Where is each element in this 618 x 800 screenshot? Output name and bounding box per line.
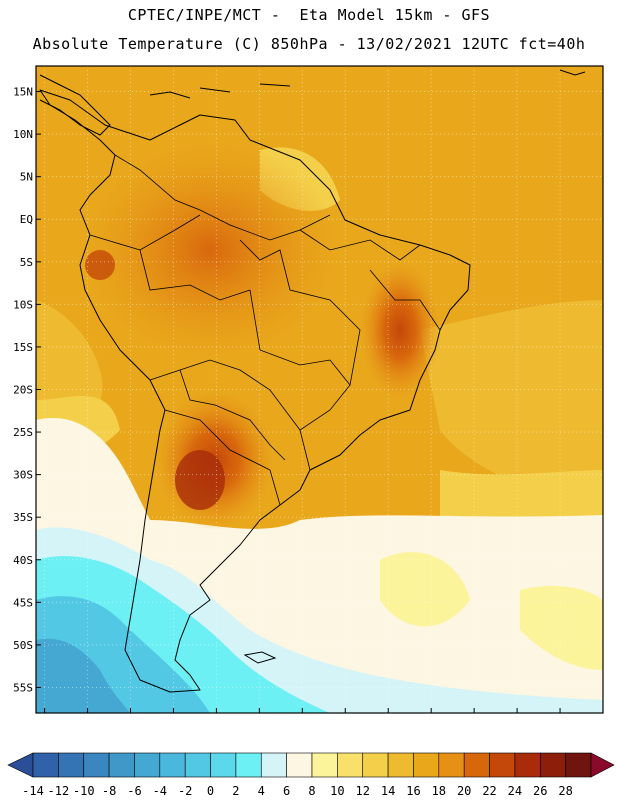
temp-band-minus2 <box>36 638 130 713</box>
colorbar-swatch <box>159 752 186 778</box>
colorbar-swatch <box>58 752 85 778</box>
colorbar-swatch <box>108 752 135 778</box>
central-america <box>39 74 111 136</box>
colorbar-swatch <box>362 752 389 778</box>
map-title: CPTEC/INPE/MCT - Eta Model 15km - GFS <box>127 6 491 24</box>
latitude-labels: 15N 10N 5N EQ 5S 10S 15S 20S 25S 30S 35S 40S 45S 50S 5… <box>13 86 41 694</box>
lat-label: 5S <box>20 256 33 269</box>
colorbar-swatch <box>260 752 287 778</box>
country-borders <box>89 154 441 506</box>
lon-label: 85W <box>35 717 55 718</box>
colorbar-swatch <box>134 752 161 778</box>
lon-label: 20W <box>593 717 613 718</box>
heat-core-peru <box>85 250 115 280</box>
colorbar-swatch <box>32 752 59 778</box>
colorbar-label: -14 <box>22 784 44 798</box>
lat-label: 5N <box>20 171 33 184</box>
colorbar-label: 4 <box>258 784 265 798</box>
lon-label: 50W <box>335 717 355 718</box>
colorbar-label: 20 <box>457 784 471 798</box>
colorbar-label: 22 <box>482 784 496 798</box>
color-scale: -14 -12 -10 -8 -6 -4 -2 0 2 4 6 8 10 12 14 16 18 20 22 24 26… <box>7 752 615 798</box>
lat-label: 10S <box>13 298 33 311</box>
lon-label: 65W <box>206 717 226 718</box>
colorbar-label: 14 <box>381 784 395 798</box>
lon-label: 30W <box>507 717 527 718</box>
lon-label: 60W <box>249 717 269 718</box>
colorbar-label: 6 <box>283 784 290 798</box>
lon-label: 45W <box>378 717 398 718</box>
colorbar-swatch <box>184 752 211 778</box>
lat-label: 30S <box>13 469 33 482</box>
lat-label: 10N <box>13 128 33 141</box>
lat-lon-grid <box>36 66 603 713</box>
heat-core-chaco-inner <box>175 450 225 510</box>
colorbar-extend-low <box>7 752 34 778</box>
colorbar-swatch <box>387 752 414 778</box>
lat-label: EQ <box>20 213 33 226</box>
temp-band-10 <box>520 585 603 670</box>
lat-label: 35S <box>13 511 33 524</box>
lat-label: 25S <box>13 426 33 439</box>
lat-label: 15S <box>13 341 33 354</box>
colorbar-label: 12 <box>356 784 370 798</box>
colorbar-label: 8 <box>308 784 315 798</box>
colorbar-label: 18 <box>432 784 446 798</box>
lat-label: 55S <box>13 681 33 694</box>
heat-core-northeast <box>360 260 440 400</box>
longitude-labels: 85W 80W 75W 70W 65W 60W 55W 50W 45W 40W 35W 30W 25W 2… <box>35 708 613 718</box>
colorbar-swatch <box>463 752 490 778</box>
colorbar-swatch <box>514 752 541 778</box>
colorbar-swatch <box>489 752 516 778</box>
colorbar-swatch <box>83 752 110 778</box>
lon-label: 75W <box>121 717 141 718</box>
caribbean-islands <box>149 69 586 99</box>
lat-label: 45S <box>13 596 33 609</box>
temp-band-10 <box>380 552 470 627</box>
colorbar-swatch <box>311 752 338 778</box>
colorbar-label: -8 <box>102 784 116 798</box>
lat-label: 20S <box>13 384 33 397</box>
colorbar-swatch <box>413 752 440 778</box>
lon-label: 80W <box>78 717 98 718</box>
lat-label: 15N <box>13 86 33 99</box>
lon-label: 35W <box>464 717 484 718</box>
lon-label: 25W <box>550 717 570 718</box>
south-america-coastline <box>39 89 471 693</box>
colorbar-extend-high <box>590 752 615 778</box>
lat-label: 40S <box>13 554 33 567</box>
colorbar-swatch <box>235 752 262 778</box>
map-subtitle: Absolute Temperature (C) 850hPa - 13/02/… <box>32 35 586 53</box>
colorbar-swatch <box>337 752 364 778</box>
colorbar-label: 0 <box>207 784 214 798</box>
colorbar-label: -2 <box>178 784 192 798</box>
colorbar-label: 2 <box>232 784 239 798</box>
colorbar-swatch <box>286 752 313 778</box>
heat-core-amazon <box>80 140 340 360</box>
colorbar-label: 26 <box>533 784 547 798</box>
colorbar-label: -10 <box>73 784 95 798</box>
colorbar-label: -12 <box>48 784 70 798</box>
colorbar-label: 24 <box>508 784 522 798</box>
colorbar-label: -6 <box>127 784 141 798</box>
lon-label: 70W <box>164 717 184 718</box>
temperature-map: 15N 10N 5N EQ 5S 10S 15S 20S 25S 30S 35S 40S 45S 50S 5… <box>13 65 613 718</box>
colorbar-label: 28 <box>558 784 572 798</box>
colorbar-swatch <box>539 752 566 778</box>
colorbar-label: -4 <box>153 784 167 798</box>
temp-band-14 <box>440 470 603 529</box>
colorbar-label: 16 <box>406 784 420 798</box>
falkland-islands <box>243 651 277 664</box>
colorbar-label: 10 <box>330 784 344 798</box>
temp-band-16 <box>420 300 603 500</box>
colorbar-swatch <box>438 752 465 778</box>
lon-label: 55W <box>292 717 312 718</box>
colorbar-swatch <box>210 752 237 778</box>
lat-label: 50S <box>13 639 33 652</box>
lon-label: 40W <box>421 717 441 718</box>
colorbar-swatch <box>565 752 592 778</box>
